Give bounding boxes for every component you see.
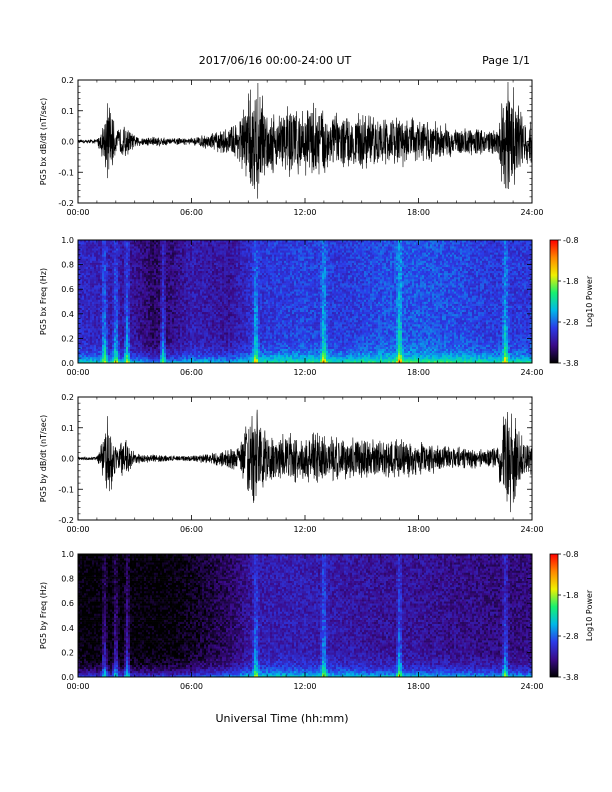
x-tick-label: 06:00 <box>180 525 203 534</box>
figure-title: 2017/06/16 00:00-24:00 UT <box>199 54 352 67</box>
spectrogram-4 <box>78 554 532 677</box>
panel-3: 0.2 0.1 0.0 -0.1 -0.200:00 06:00 12:00 18:00 24:… <box>39 393 544 534</box>
y-tick-label: 0.1 <box>61 107 74 116</box>
colorbar-tick-label: -0.8 <box>563 236 579 245</box>
y-tick-label: 0.4 <box>61 310 74 319</box>
colorbar-4 <box>550 554 558 677</box>
y-tick-label: 0.4 <box>61 624 74 633</box>
y-tick-label: -0.2 <box>58 516 74 525</box>
y-tick-label: 1.0 <box>61 550 74 559</box>
x-tick-label: 00:00 <box>66 208 89 217</box>
x-tick-label: 06:00 <box>180 208 203 217</box>
x-tick-label: 24:00 <box>520 525 543 534</box>
y-axis-label: PG5 by Freq (Hz) <box>39 582 48 649</box>
x-tick-label: 18:00 <box>407 208 430 217</box>
y-tick-label: -0.2 <box>58 199 74 208</box>
panel-1: 0.2 0.1 0.0 -0.1 -0.200:00 06:00 12:00 18:00 24:… <box>39 76 544 217</box>
y-tick-label: 0.6 <box>61 599 74 608</box>
x-tick-label: 24:00 <box>520 682 543 691</box>
y-tick-label: 0.0 <box>61 138 74 147</box>
x-tick-label: 18:00 <box>407 525 430 534</box>
colorbar-tick-label: -1.8 <box>563 591 579 600</box>
y-axis-label: PG5 bx Freq (Hz) <box>39 268 48 335</box>
colorbar-label: Log10 Power <box>585 275 594 327</box>
y-tick-label: -0.1 <box>58 485 74 494</box>
colorbar-tick-label: -1.8 <box>563 277 579 286</box>
colorbar-2 <box>550 240 558 363</box>
y-tick-label: 0.2 <box>61 648 74 657</box>
y-tick-label: 0.2 <box>61 393 74 402</box>
colorbar-tick-label: -3.8 <box>563 673 579 682</box>
colorbar-tick-label: -0.8 <box>563 550 579 559</box>
panel-2: -0.8 -1.8 -2.8 -3.8 Log10 Power 1.0 0.8 0.6 0.4 0… <box>39 236 594 377</box>
spectrogram-2 <box>78 240 532 363</box>
x-tick-label: 24:00 <box>520 368 543 377</box>
y-tick-label: 0.1 <box>61 424 74 433</box>
y-tick-label: 0.8 <box>61 575 74 584</box>
trace-line-3 <box>78 410 532 512</box>
y-tick-label: 0.0 <box>61 455 74 464</box>
colorbar-tick-label: -3.8 <box>563 359 579 368</box>
y-tick-label: -0.1 <box>58 168 74 177</box>
colorbar-tick-label: -2.8 <box>563 318 579 327</box>
y-tick-label: 0.6 <box>61 285 74 294</box>
x-tick-label: 12:00 <box>293 525 316 534</box>
x-tick-label: 00:00 <box>66 368 89 377</box>
colorbar-tick-label: -2.8 <box>563 632 579 641</box>
y-tick-label: 0.0 <box>61 673 74 682</box>
panels: 0.20.10.0-0.1-0.200:00 06:00 12:00 18:00 24:… <box>39 76 594 691</box>
x-axis-label: Universal Time (hh:mm) <box>216 712 349 725</box>
x-tick-label: 06:00 <box>180 682 203 691</box>
y-tick-label: 0.8 <box>61 261 74 270</box>
y-tick-label: 1.0 <box>61 236 74 245</box>
x-tick-label: 18:00 <box>407 682 430 691</box>
x-tick-label: 00:00 <box>66 525 89 534</box>
x-tick-label: 00:00 <box>66 682 89 691</box>
y-tick-label: 0.0 <box>61 359 74 368</box>
x-tick-label: 12:00 <box>293 208 316 217</box>
x-tick-label: 24:00 <box>520 208 543 217</box>
x-tick-label: 12:00 <box>293 682 316 691</box>
page-indicator: Page 1/1 <box>482 54 530 67</box>
x-tick-label: 06:00 <box>180 368 203 377</box>
y-axis-label: PG5 bx dB/dt (nT/sec) <box>39 98 48 185</box>
panel-4: -0.8 -1.8 -2.8 -3.8 Log10 Power 1.0 0.8 0.6 0.4 0… <box>39 550 594 691</box>
x-tick-label: 18:00 <box>407 368 430 377</box>
x-tick-label: 12:00 <box>293 368 316 377</box>
trace-line-1 <box>78 82 532 199</box>
y-axis-label: PG5 by dB/dt (nT/sec) <box>39 415 48 502</box>
y-tick-label: 0.2 <box>61 76 74 85</box>
colorbar-label: Log10 Power <box>585 589 594 641</box>
y-tick-label: 0.2 <box>61 334 74 343</box>
